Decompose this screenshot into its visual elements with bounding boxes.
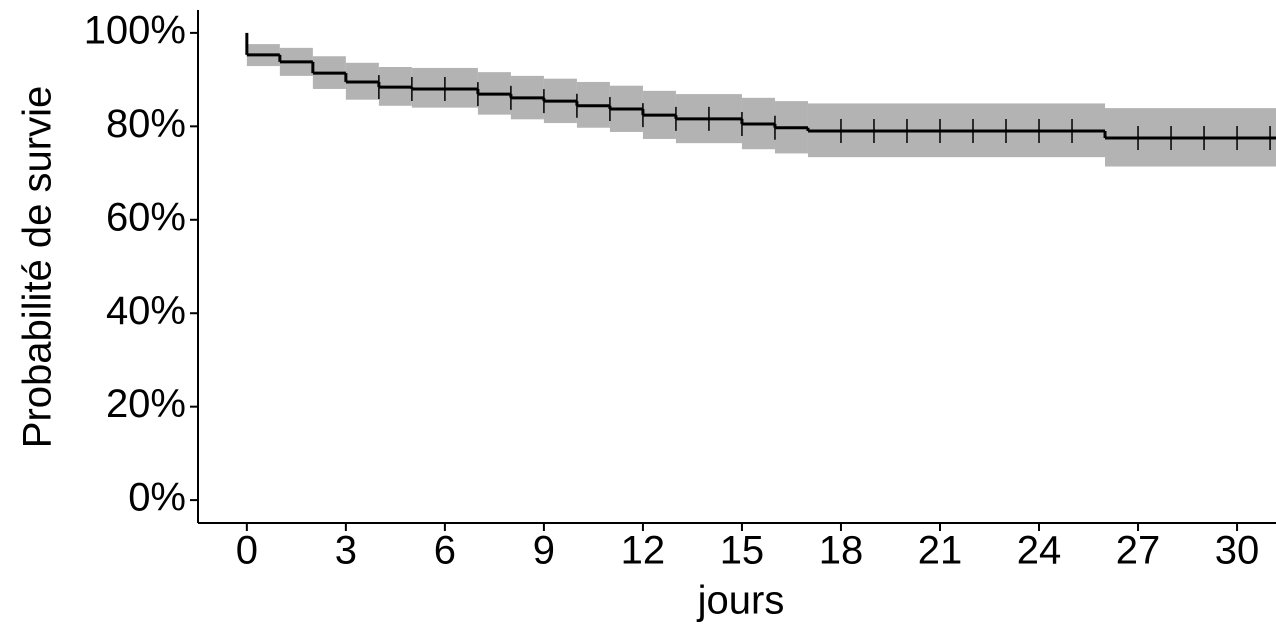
y-tick-label: 80% [106, 102, 186, 146]
x-tick-label: 0 [236, 529, 258, 573]
x-tick-label: 12 [621, 529, 666, 573]
x-tick-label: 6 [434, 529, 456, 573]
x-tick-label: 30 [1215, 529, 1260, 573]
x-axis-title: jours [697, 579, 785, 623]
x-tick-label: 9 [533, 529, 555, 573]
x-tick-label: 21 [918, 529, 963, 573]
y-tick-label: 0% [128, 476, 186, 520]
y-tick-label: 20% [106, 382, 186, 426]
y-axis-title: Probabilité de survie [16, 86, 60, 448]
y-tick-label: 60% [106, 195, 186, 239]
x-tick-label: 24 [1017, 529, 1062, 573]
x-tick-label: 3 [335, 529, 357, 573]
x-tick-label: 18 [819, 529, 864, 573]
x-tick-label: 15 [720, 529, 765, 573]
x-tick-label: 27 [1116, 529, 1161, 573]
y-tick-label: 40% [106, 289, 186, 333]
y-tick-label: 100% [84, 8, 186, 52]
